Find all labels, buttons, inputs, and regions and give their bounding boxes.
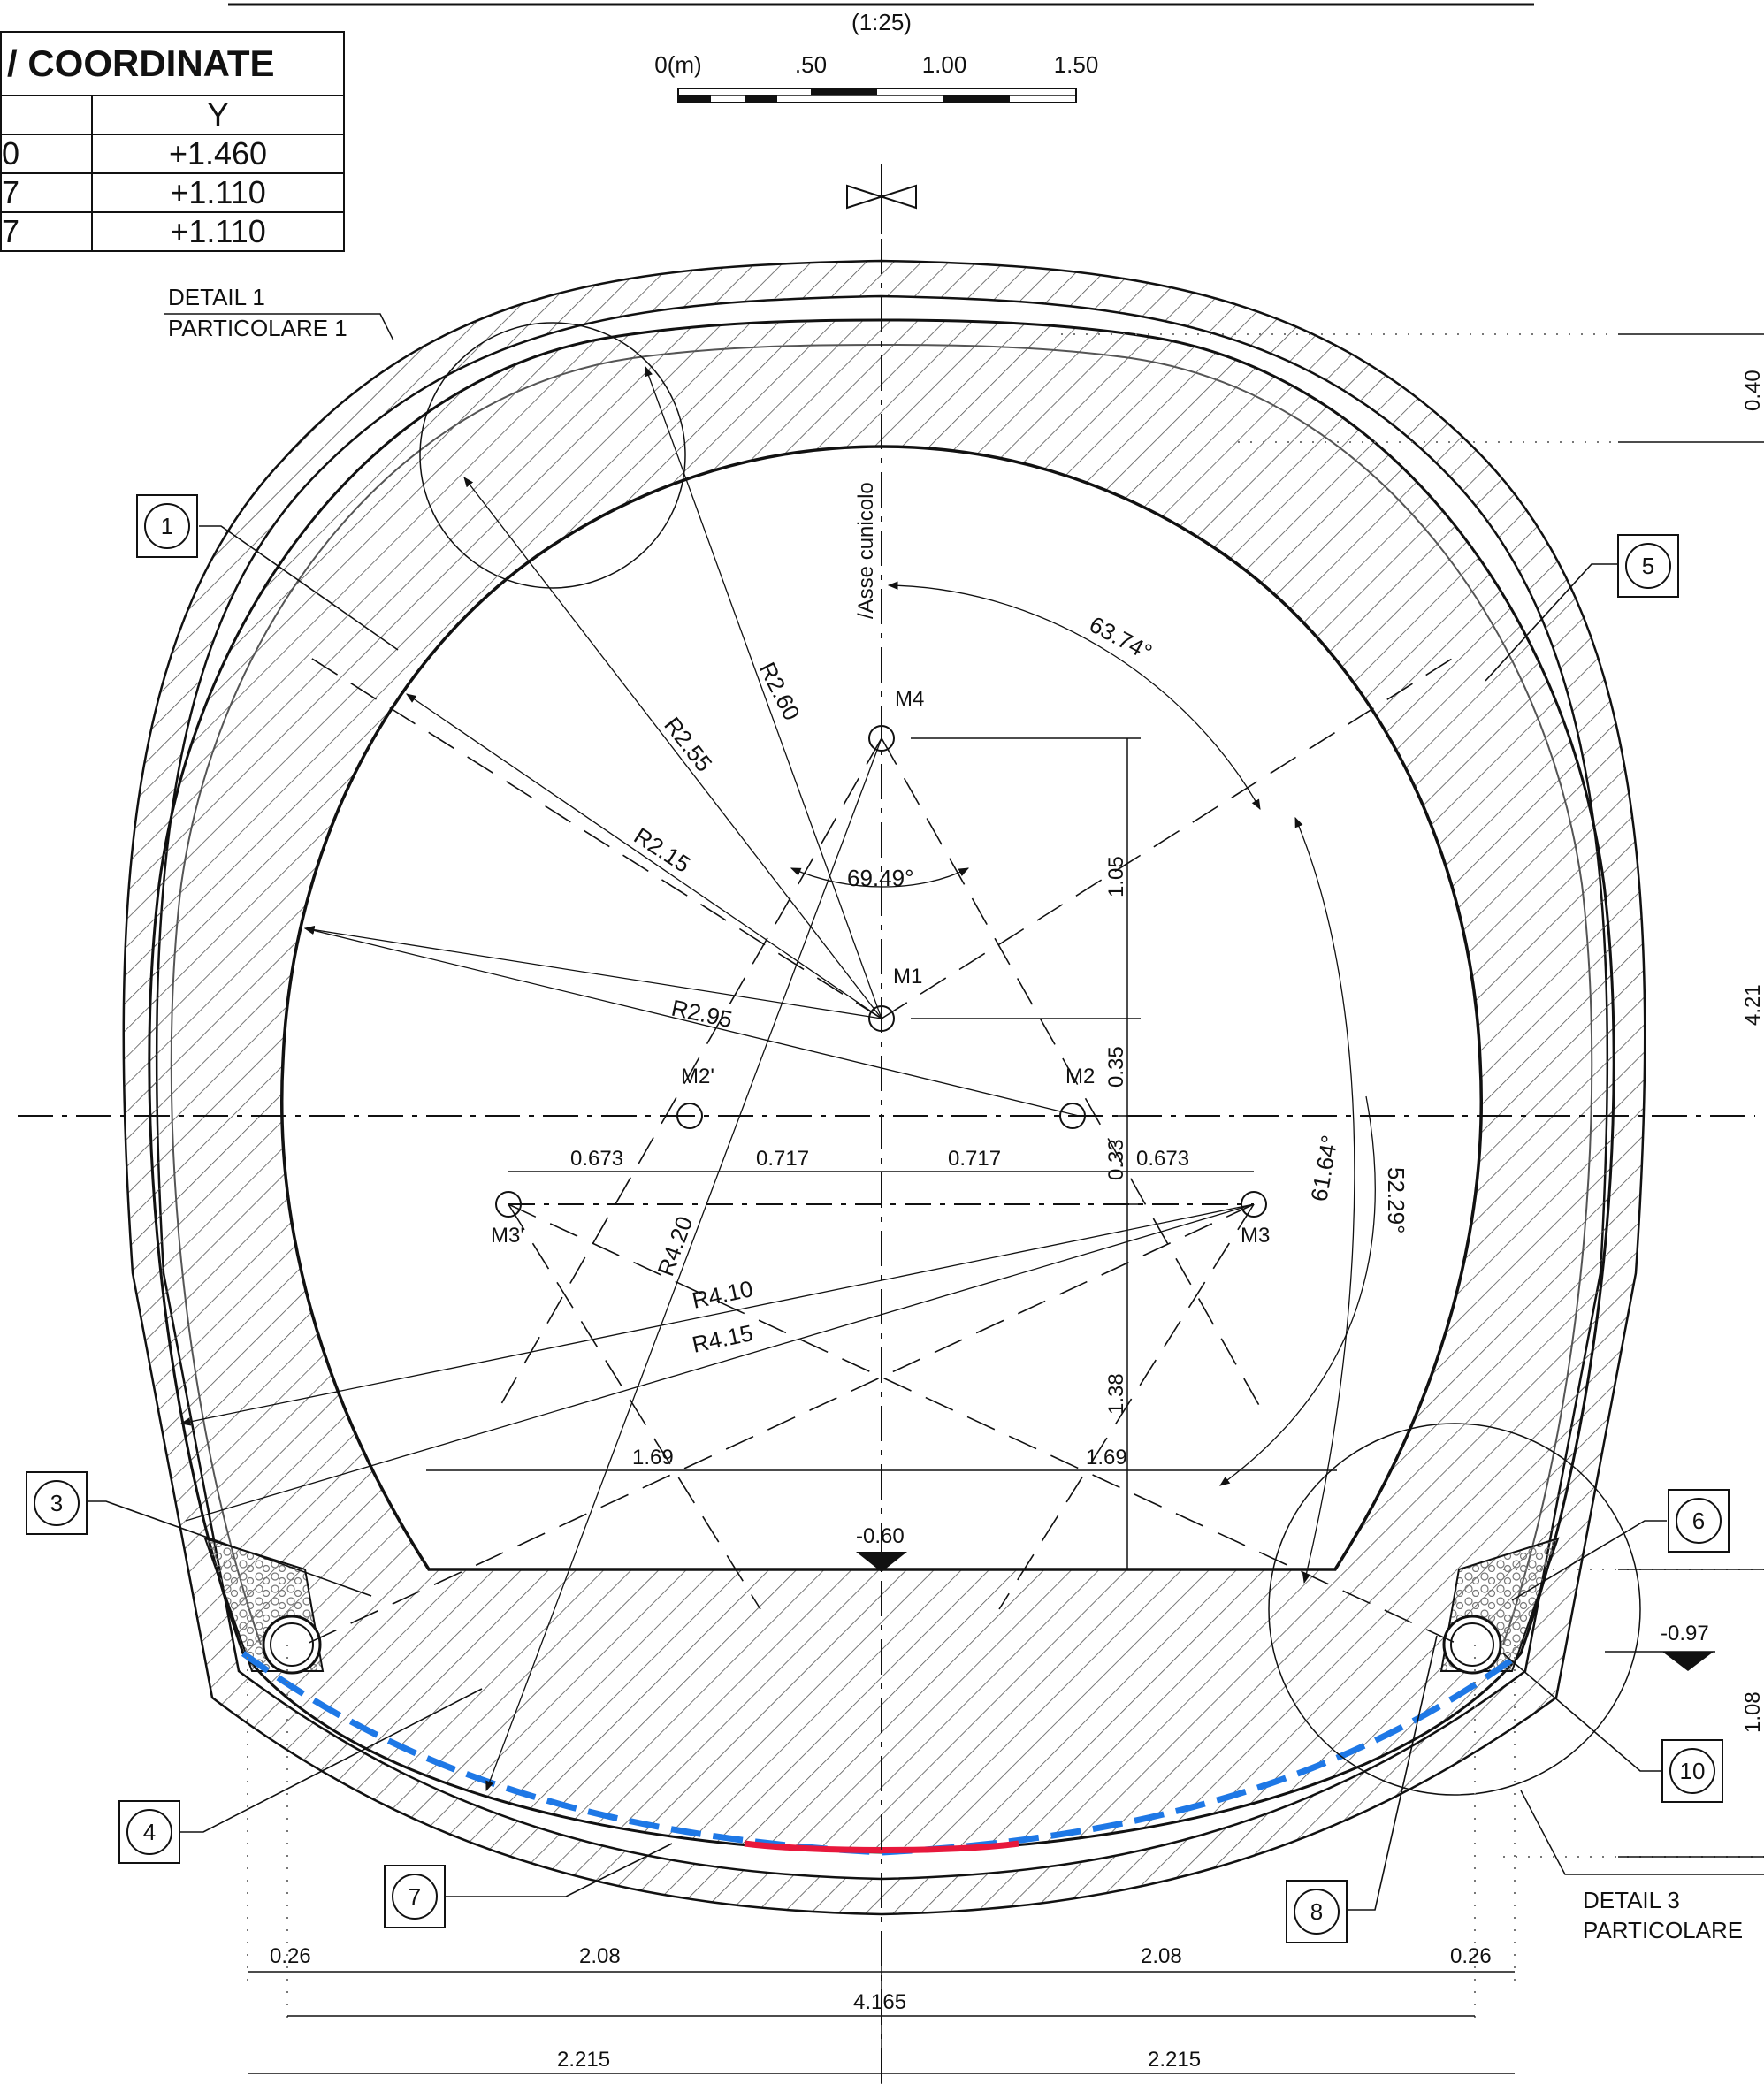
dim-169-right: 1.69 (1086, 1446, 1127, 1469)
detail3-circle (1268, 1423, 1641, 1796)
reference-lines (247, 333, 1764, 2025)
callout-4: 4 (118, 1800, 180, 1864)
level-label-060: -0.60 (856, 1524, 905, 1548)
right-side-dims (1618, 333, 1764, 1858)
drainage-zone-left (203, 1537, 325, 1675)
dim-138: 1.38 (1104, 1373, 1128, 1415)
dim-bottom-4165: 4.165 (853, 1990, 906, 2014)
dim-bottom-208-right: 2.08 (1141, 1944, 1182, 1968)
svg-text:10: 10 (1680, 1758, 1706, 1784)
coordinate-col-x (0, 95, 94, 135)
coordinate-row-y: +1.110 (91, 172, 345, 213)
dim-105: 1.05 (1104, 856, 1128, 897)
coordinate-row-y: +1.460 (91, 134, 345, 174)
level-marker-060 (856, 1552, 907, 1572)
dim-right-421: 4.21 (1741, 984, 1764, 1026)
drainage-zone-right (1439, 1537, 1560, 1675)
center-label-m1: M1 (893, 965, 922, 989)
dim-right-108: 1.08 (1741, 1691, 1764, 1733)
dim-0673-left: 0.673 (570, 1147, 623, 1171)
callout-3: 3 (26, 1471, 88, 1535)
angle-label-6949: 69.49° (847, 865, 913, 891)
coordinate-row-x: 0 (0, 134, 94, 174)
center-label-m2p: M2' (681, 1065, 714, 1088)
waterproofing-line (241, 1651, 1523, 1856)
center-label-m4: M4 (895, 687, 924, 711)
scale-tick-0: 0(m) (654, 51, 701, 78)
scale-bar: 0(m) .50 1.00 1.50 (654, 51, 1098, 103)
coordinate-row-y: +1.110 (91, 211, 345, 252)
angle-label-5229: 52.29° (1383, 1167, 1409, 1233)
dim-035: 0.35 (1104, 1046, 1128, 1088)
dim-0717-left: 0.717 (756, 1147, 809, 1171)
detail1-en: DETAIL 1 (168, 284, 265, 310)
coordinate-col-y: Y (91, 95, 345, 135)
axis-label: /Asse cunicolo (854, 482, 878, 619)
detail1-it: PARTICOLARE 1 (168, 315, 347, 341)
dim-bottom-2215-left: 2.215 (557, 2048, 610, 2072)
coordinate-table-title: / COORDINATE (0, 31, 345, 96)
callout-leaders (87, 525, 1667, 1911)
dim-0717-right: 0.717 (948, 1147, 1001, 1171)
dim-169-left: 1.69 (632, 1446, 674, 1469)
callout-5: 5 (1617, 534, 1679, 598)
invert-membrane (744, 1840, 1019, 1853)
center-label-m3p: M3' (491, 1224, 524, 1248)
level-label-097: -0.97 (1661, 1622, 1709, 1645)
dim-bottom-208-left: 2.08 (579, 1944, 621, 1968)
dim-bottom-2215-right: 2.215 (1148, 2048, 1201, 2072)
dim-0673-right: 0.673 (1136, 1147, 1189, 1171)
dim-033: 0.33 (1104, 1139, 1128, 1180)
svg-text:4: 4 (143, 1819, 156, 1845)
callout-10: 10 (1661, 1739, 1723, 1803)
center-dimension-lines (426, 737, 1337, 1569)
svg-text:1: 1 (161, 513, 173, 539)
radius-lines (179, 365, 1255, 1792)
center-label-m3: M3 (1241, 1224, 1270, 1248)
coordinate-row-x: 7 (0, 172, 94, 213)
dim-right-040: 0.40 (1741, 370, 1764, 411)
construction-lines (304, 653, 1460, 1645)
bottom-dims (248, 1963, 1515, 2084)
svg-text:8: 8 (1310, 1898, 1323, 1925)
detail3-it: PARTICOLARE (1583, 1917, 1743, 1943)
level-marker-097 (1605, 1651, 1715, 1671)
axis-symbol (846, 164, 917, 234)
callout-1: 1 (136, 494, 198, 558)
angle-arcs (790, 581, 1376, 1584)
detail1-circle (419, 322, 686, 589)
scale-label: (1:25) (851, 9, 912, 35)
svg-text:3: 3 (50, 1490, 63, 1516)
svg-text:5: 5 (1642, 553, 1654, 579)
center-label-m2: M2 (1065, 1065, 1095, 1088)
dim-bottom-026-left: 0.26 (270, 1944, 311, 1968)
callout-8: 8 (1286, 1880, 1348, 1943)
detail3-en: DETAIL 3 (1583, 1887, 1680, 1913)
svg-text:7: 7 (409, 1883, 421, 1910)
dim-bottom-026-right: 0.26 (1450, 1944, 1492, 1968)
coordinate-table: / COORDINATE Y 0 +1.460 7 +1.110 7 +1.11… (0, 31, 345, 252)
svg-text:6: 6 (1692, 1508, 1705, 1534)
callout-6: 6 (1668, 1489, 1730, 1553)
scale-tick-3: 1.50 (1054, 51, 1099, 78)
scale-tick-2: 1.00 (922, 51, 967, 78)
center-markers (495, 725, 1267, 1218)
scale-tick-1: .50 (795, 51, 827, 78)
coordinate-row-x: 7 (0, 211, 94, 252)
callout-7: 7 (384, 1865, 446, 1928)
